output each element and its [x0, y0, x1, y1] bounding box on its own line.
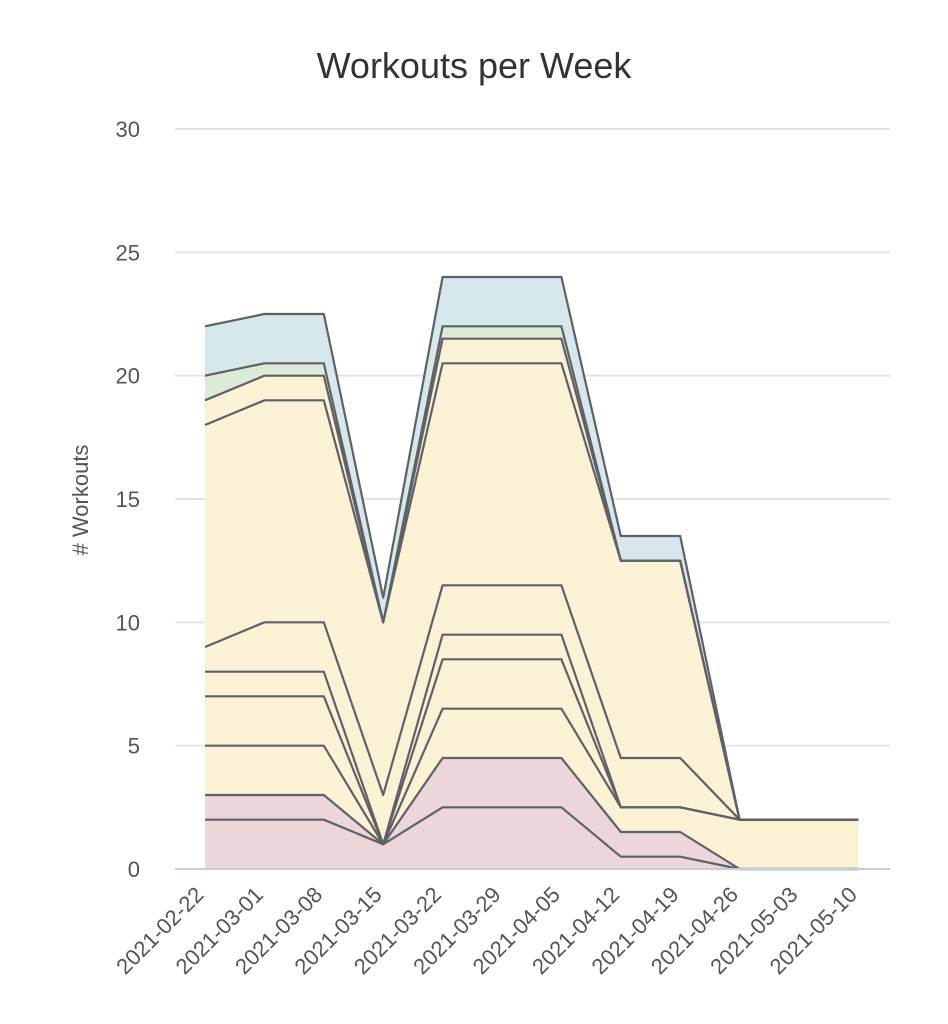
- area-band: [205, 758, 859, 869]
- area-band: [205, 585, 859, 845]
- x-tick-labels: 2021-02-222021-03-012021-03-082021-03-15…: [111, 882, 862, 979]
- chart-title: Workouts per Week: [317, 45, 633, 86]
- y-tick-label: 25: [116, 240, 140, 265]
- y-tick-label: 5: [128, 734, 140, 759]
- area-bands: [205, 277, 859, 869]
- y-tick-label: 20: [116, 364, 140, 389]
- series-line: [204, 275, 859, 821]
- area-band: [205, 338, 859, 820]
- y-tick-labels: 0 5 10 15 20 25 30: [116, 117, 140, 882]
- area-band: [205, 708, 859, 869]
- y-tick-label: 0: [128, 857, 140, 882]
- y-tick-label: 15: [116, 487, 140, 512]
- y-axis-label: # Workouts: [68, 445, 93, 556]
- area-band: [205, 277, 859, 820]
- y-tick-label: 30: [116, 117, 140, 142]
- area-band: [205, 807, 859, 869]
- y-tick-label: 10: [116, 610, 140, 635]
- area-band: [205, 659, 859, 845]
- area-band: [205, 363, 859, 820]
